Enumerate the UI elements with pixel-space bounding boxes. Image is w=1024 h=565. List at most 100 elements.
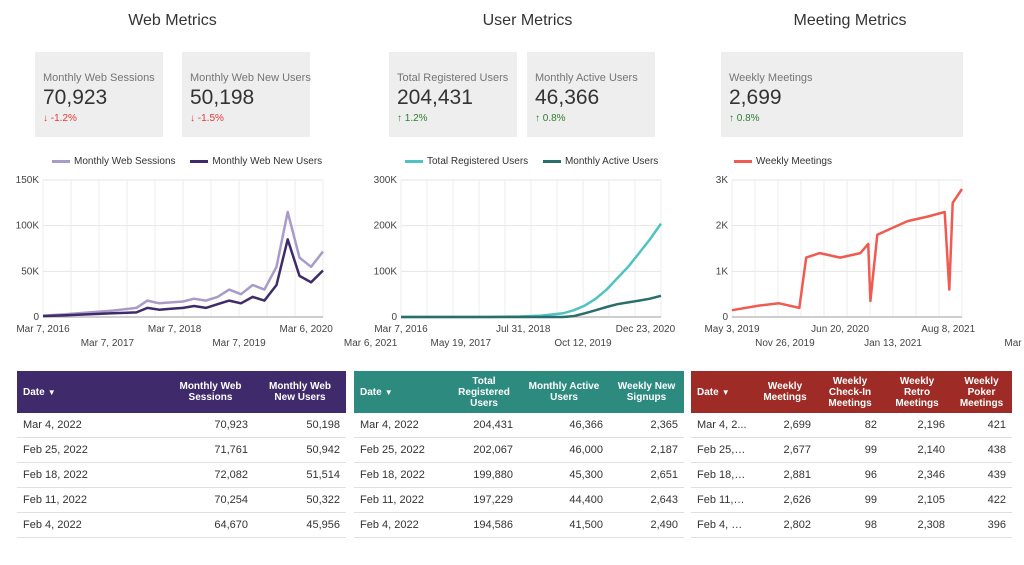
- value-cell: 2,196: [883, 413, 951, 438]
- scorecard-value: 2,699: [729, 86, 782, 109]
- value-cell: 194,586: [449, 512, 519, 538]
- column-header-date[interactable]: Date ▼: [360, 386, 393, 398]
- value-cell: 51,514: [254, 462, 346, 488]
- scorecard-total-registered[interactable]: Total Registered Users 204,431 ↑ 1.2%: [389, 52, 517, 137]
- date-cell: Feb 4, 2022: [17, 512, 167, 538]
- table-row[interactable]: Feb 11, 2... 2,626 99 2,105 422: [691, 487, 1012, 513]
- scorecard-delta: ↑ 0.8%: [535, 113, 655, 124]
- value-cell: 2,140: [883, 437, 951, 463]
- sort-desc-icon[interactable]: ▼: [47, 387, 56, 397]
- legend-item-web-new-users[interactable]: Monthly Web New Users: [190, 156, 322, 167]
- table-header-row: Date ▼ Total Registered Users Monthly Act…: [354, 371, 684, 413]
- x-tick-label: Jun 20, 2020: [811, 324, 869, 335]
- value-cell: 50,942: [254, 437, 346, 463]
- table-row[interactable]: Feb 25, 2... 2,677 99 2,140 438: [691, 437, 1012, 463]
- column-header[interactable]: Weekly Retro Meetings: [895, 375, 939, 409]
- table-row[interactable]: Feb 11, 2022 70,254 50,322: [17, 487, 346, 513]
- web-chart-legend[interactable]: Monthly Web Sessions Monthly Web New Use…: [52, 156, 334, 167]
- legend-label: Monthly Web New Users: [212, 156, 323, 167]
- column-header-date[interactable]: Date ▼: [697, 386, 730, 398]
- x-tick-label: Mar 7, 2016: [374, 324, 428, 335]
- date-cell: Mar 4, 2...: [691, 413, 753, 438]
- value-cell: 44,400: [519, 487, 609, 513]
- series-line-monthly-web-sessions[interactable]: [42, 210, 324, 317]
- sort-desc-icon[interactable]: ▼: [384, 387, 393, 397]
- column-header[interactable]: Monthly Web Sessions: [179, 381, 242, 403]
- column-header-date[interactable]: Date ▼: [23, 386, 56, 398]
- table-row[interactable]: Feb 25, 2022 71,761 50,942: [17, 437, 346, 463]
- y-tick-label: 0: [33, 312, 39, 323]
- column-header[interactable]: Weekly New Signups: [617, 381, 676, 403]
- y-tick-label: 3K: [716, 175, 729, 186]
- user-chart-legend[interactable]: Total Registered Users Monthly Active Us…: [405, 156, 670, 167]
- scorecard-label: Monthly Web Sessions: [43, 72, 155, 84]
- arrow-up-icon: ↑: [397, 113, 402, 124]
- legend-item-weekly-meetings[interactable]: Weekly Meetings: [734, 156, 832, 167]
- table-row[interactable]: Feb 18, 2022 199,880 45,300 2,651: [354, 462, 684, 488]
- column-header[interactable]: Weekly Meetings: [763, 381, 807, 403]
- value-cell: 199,880: [449, 462, 519, 488]
- scorecard-weekly-meetings[interactable]: Weekly Meetings 2,699 ↑ 0.8%: [721, 52, 963, 137]
- table-row[interactable]: Feb 18, 2022 72,082 51,514: [17, 462, 346, 488]
- table-row[interactable]: Feb 4, 20... 2,802 98 2,308 396: [691, 512, 1012, 538]
- value-cell: 2,651: [609, 462, 684, 488]
- web-metrics-title: Web Metrics: [128, 12, 217, 29]
- column-header[interactable]: Weekly Check-In Meetings: [828, 375, 872, 409]
- table-row[interactable]: Mar 4, 2... 2,699 82 2,196 421: [691, 413, 1012, 438]
- column-header[interactable]: Total Registered Users: [458, 375, 510, 409]
- table-row[interactable]: Mar 4, 2022 204,431 46,366 2,365: [354, 413, 684, 438]
- meeting-metrics-line-chart[interactable]: 0 1K 2K 3K May 3, 2019 Jun 20, 2020 Aug 8, 202…: [680, 172, 1024, 352]
- user-metrics-title: User Metrics: [482, 12, 573, 29]
- arrow-down-icon: ↓: [43, 113, 48, 124]
- scorecard-label: Monthly Web New Users: [190, 72, 311, 84]
- table-row[interactable]: Feb 11, 2022 197,229 44,400 2,643: [354, 487, 684, 513]
- column-header[interactable]: Monthly Web New Users: [268, 381, 332, 403]
- column-header[interactable]: Monthly Active Users: [528, 381, 600, 403]
- date-cell: Feb 25, 2022: [17, 437, 167, 463]
- table-row[interactable]: Feb 25, 2022 202,067 46,000 2,187: [354, 437, 684, 463]
- value-cell: 99: [817, 487, 883, 513]
- scorecard-web-sessions[interactable]: Monthly Web Sessions 70,923 ↓ -1.2%: [35, 52, 163, 137]
- legend-item-total-registered[interactable]: Total Registered Users: [405, 156, 528, 167]
- user-metrics-line-chart[interactable]: 0 100K 200K 300K Mar 7, 2016 Jul 31, 2018 Dec …: [345, 172, 685, 352]
- series-line-monthly-web-new-users[interactable]: [42, 238, 324, 318]
- value-cell: 98: [817, 512, 883, 538]
- legend-label: Monthly Web Sessions: [74, 156, 176, 167]
- table-row[interactable]: Mar 4, 2022 70,923 50,198: [17, 413, 346, 438]
- y-tick-label: 0: [391, 312, 397, 323]
- meeting-chart-legend[interactable]: Weekly Meetings: [734, 156, 844, 167]
- legend-label: Weekly Meetings: [756, 156, 832, 167]
- table-row[interactable]: Feb 4, 2022 64,670 45,956: [17, 512, 346, 538]
- x-tick-label: Oct 12, 2019: [554, 338, 612, 349]
- x-tick-label: Jan 13, 2021: [864, 338, 922, 349]
- table-row[interactable]: Feb 18, 2... 2,881 96 2,346 439: [691, 462, 1012, 488]
- value-cell: 438: [951, 437, 1012, 463]
- y-tick-label: 300K: [374, 175, 398, 186]
- date-cell: Feb 11, 2022: [17, 487, 167, 513]
- scorecard-value: 50,198: [190, 86, 255, 109]
- value-cell: 46,366: [519, 413, 609, 438]
- scorecard-web-new-users[interactable]: Monthly Web New Users 50,198 ↓ -1.5%: [182, 52, 311, 137]
- y-tick-label: 2K: [716, 221, 729, 232]
- meeting-metrics-table: Date ▼ Weekly Meetings Weekly Check-In Me…: [691, 371, 1012, 538]
- value-cell: 2,187: [609, 437, 684, 463]
- value-cell: 70,923: [167, 413, 254, 438]
- legend-swatch: [405, 159, 423, 163]
- date-cell: Feb 11, 2...: [691, 487, 753, 513]
- series-line-monthly-active-users[interactable]: [401, 294, 662, 319]
- sort-desc-icon[interactable]: ▼: [721, 387, 730, 397]
- scorecard-monthly-active[interactable]: Monthly Active Users 46,366 ↑ 0.8%: [527, 52, 655, 137]
- x-tick-label: Mar 7, 2016: [16, 324, 70, 335]
- y-tick-label: 0: [722, 312, 728, 323]
- web-metrics-line-chart[interactable]: 0 50K 100K 150K Mar 7, 2016 Mar 7, 2018 Mar 6,…: [0, 172, 398, 352]
- table-row[interactable]: Feb 4, 2022 194,586 41,500 2,490: [354, 512, 684, 538]
- series-line-weekly-meetings[interactable]: [731, 188, 964, 312]
- date-cell: Mar 4, 2022: [17, 413, 167, 438]
- date-cell: Mar 4, 2022: [354, 413, 449, 438]
- value-cell: 2,365: [609, 413, 684, 438]
- legend-item-monthly-active[interactable]: Monthly Active Users: [542, 156, 658, 167]
- delta-value: 0.8%: [736, 113, 760, 124]
- legend-item-web-sessions[interactable]: Monthly Web Sessions: [52, 156, 176, 167]
- arrow-up-icon: ↑: [729, 113, 734, 124]
- column-header[interactable]: Weekly Poker Meetings: [959, 375, 1004, 409]
